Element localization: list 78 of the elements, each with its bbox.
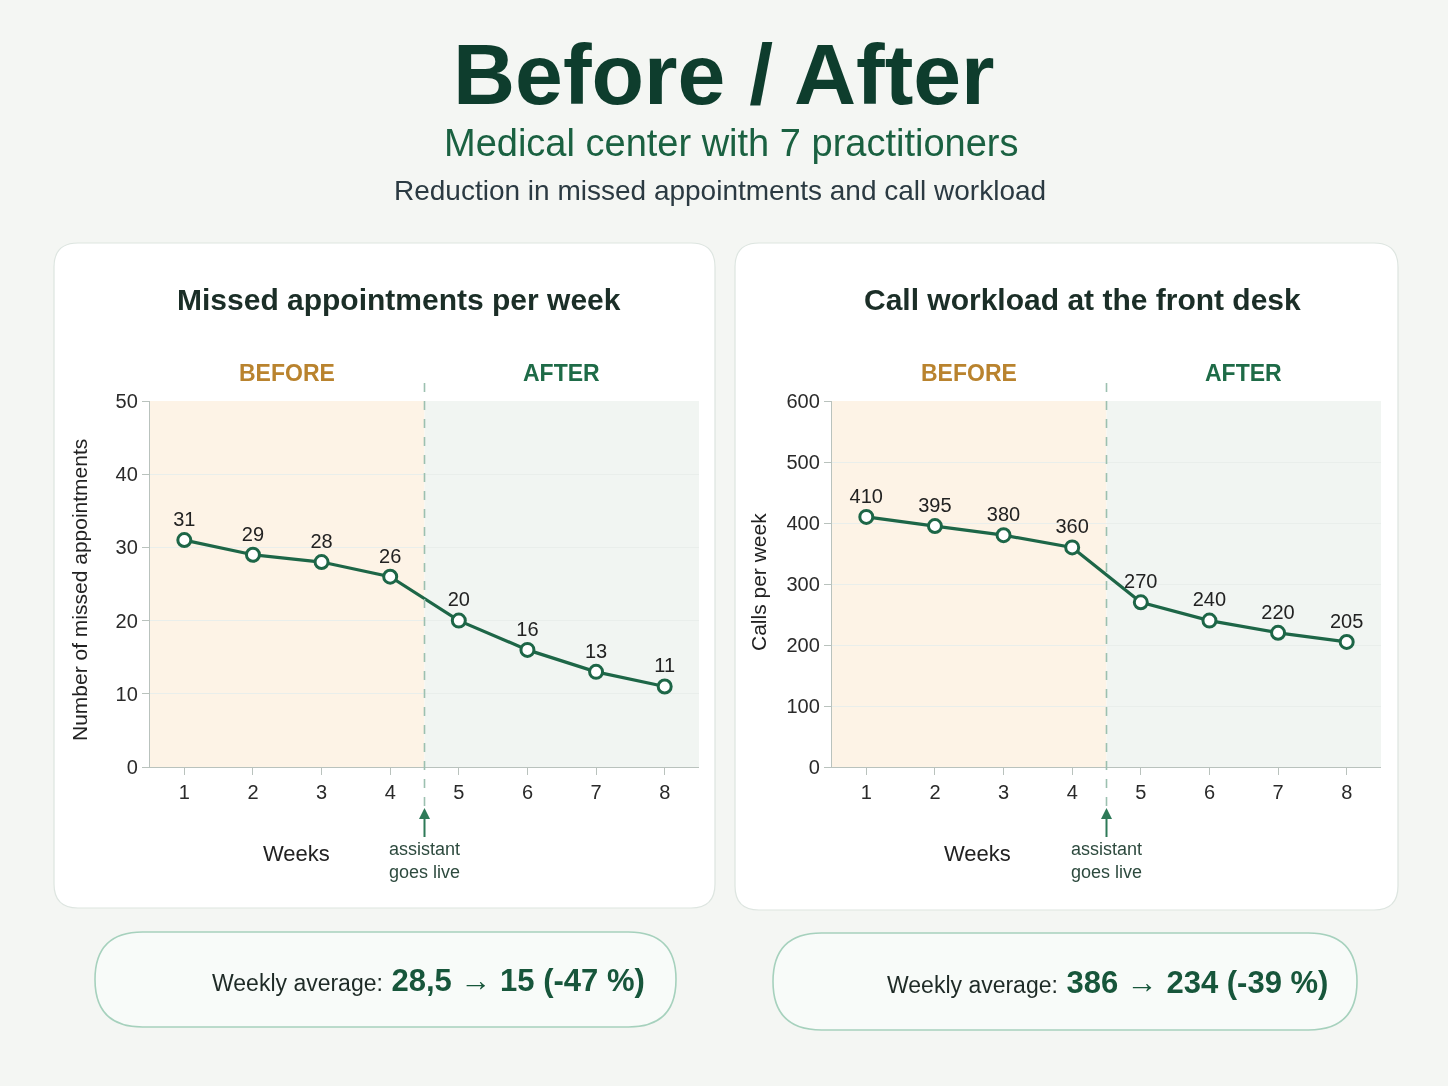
y-tick-label: 40 [115, 463, 138, 486]
point [382, 568, 399, 585]
x-tick-label: 1 [178, 781, 190, 804]
x-tick-label: 4 [1066, 781, 1078, 804]
x-axis-title: Weeks [944, 841, 1011, 866]
x-tick-label: 2 [929, 781, 941, 804]
y-tick-label: 500 [786, 451, 820, 473]
x-tick-label: 3 [316, 781, 328, 804]
text: Before / After [453, 26, 995, 122]
data-label: 410 [849, 484, 883, 507]
band-label: AFTER [1205, 360, 1283, 386]
point [656, 678, 673, 695]
data-label: 26 [379, 544, 402, 567]
point [1270, 624, 1287, 641]
chart-title: Missed appointments per week [177, 283, 621, 316]
text: Medical center with 7 practitioners [444, 122, 1019, 164]
y-tick-label: 400 [786, 512, 820, 534]
text: Weekly average: 28,5 → 15 (-47 %) [212, 963, 645, 998]
y-axis-title: Calls per week [747, 512, 770, 651]
x-tick-label: 5 [1135, 781, 1147, 804]
x-tick-label: 1 [860, 781, 872, 804]
x-tick-label: 7 [1272, 781, 1284, 804]
point [244, 546, 261, 563]
ref-line-label: assistant goes live [389, 839, 461, 883]
x-tick-label: 7 [590, 781, 602, 804]
data-label: 31 [173, 507, 196, 530]
point [313, 554, 330, 571]
x-tick-label: 2 [247, 781, 259, 804]
data-label: 29 [241, 522, 265, 545]
y-axis-title: Number of missed appointments [68, 438, 91, 741]
data-label: 16 [516, 617, 539, 640]
ref-line-label: assistant goes live [1071, 839, 1143, 883]
data-label: 20 [447, 588, 470, 611]
y-tick-label: 50 [115, 390, 138, 412]
y-tick-label: 20 [115, 609, 138, 632]
point [1338, 633, 1355, 650]
y-tick-label: 300 [786, 573, 820, 595]
y-tick-label: 600 [786, 390, 820, 412]
band-label: BEFORE [239, 360, 335, 386]
x-tick-label: 3 [998, 781, 1010, 804]
x-tick-label: 8 [659, 781, 671, 804]
point [1064, 539, 1081, 556]
y-tick-label: 0 [126, 756, 138, 778]
data-label: 28 [310, 529, 333, 552]
data-label: 220 [1261, 600, 1295, 623]
x-tick-label: 6 [521, 781, 533, 804]
data-label: 11 [654, 654, 676, 677]
x-tick-label: 5 [453, 781, 465, 804]
point [1132, 594, 1149, 611]
data-label: 360 [1055, 515, 1089, 538]
y-tick-label: 30 [115, 536, 138, 559]
x-tick-label: 4 [384, 781, 396, 804]
x-axis-title: Weeks [263, 841, 330, 866]
data-label: 270 [1124, 570, 1158, 593]
band-label: AFTER [523, 360, 601, 386]
text: Reduction in missed appointments and call workload [394, 175, 1047, 206]
x-tick-label: 6 [1203, 781, 1215, 804]
point [450, 612, 467, 629]
point [176, 532, 193, 549]
y-tick-label: 0 [808, 756, 820, 778]
point [926, 518, 943, 535]
point [858, 508, 875, 525]
point [588, 663, 605, 680]
x-tick-label: 8 [1341, 781, 1353, 804]
data-label: 380 [986, 503, 1021, 526]
y-tick-label: 10 [115, 682, 138, 705]
data-label: 395 [918, 493, 952, 516]
data-label: 240 [1192, 588, 1227, 611]
data-label: 205 [1330, 609, 1364, 632]
point [1201, 612, 1218, 629]
point [995, 527, 1012, 544]
text: Weekly average: 386 → 234 (-39 %) [887, 965, 1329, 1000]
point [519, 641, 536, 658]
chart-title: Call workload at the front desk [864, 283, 1302, 316]
y-tick-label: 100 [786, 695, 820, 717]
y-tick-label: 200 [786, 634, 820, 656]
data-label: 13 [584, 639, 608, 662]
band-label: BEFORE [921, 360, 1017, 386]
